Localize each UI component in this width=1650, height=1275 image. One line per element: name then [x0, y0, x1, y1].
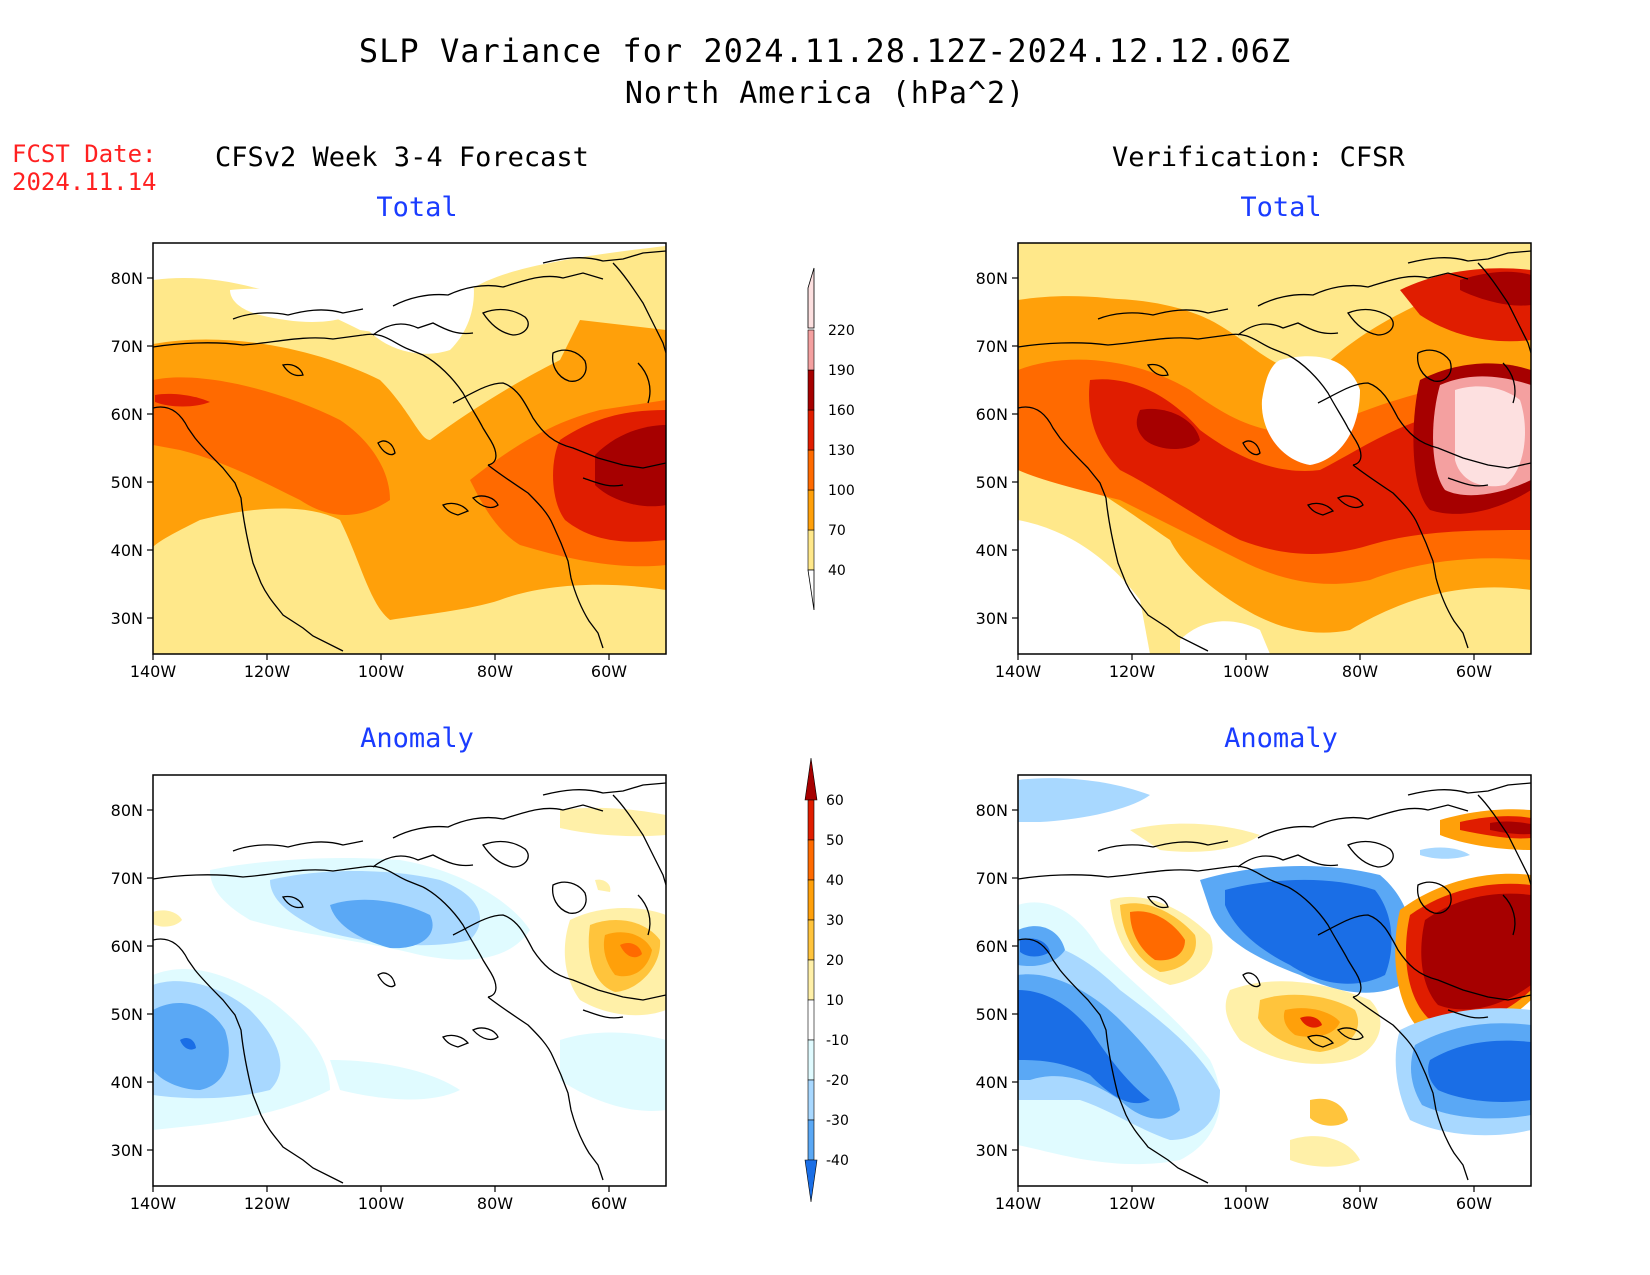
lat-label-forecast-anomaly: 40N [111, 1073, 143, 1092]
frame-forecast-anomaly [152, 774, 667, 1187]
lon-label-forecast-total: 120W [244, 662, 291, 681]
lon-label-forecast-total: 100W [358, 662, 405, 681]
lat-label-forecast-total: 50N [111, 473, 143, 492]
lat-label-verification-anomaly: 50N [976, 1005, 1008, 1024]
colorbar-anomaly-swatch [807, 999, 815, 1041]
colorbar-anomaly-label: 10 [826, 993, 844, 1009]
lon-label-forecast-total: 140W [130, 662, 177, 681]
colorbar-anomaly-swatch [807, 959, 815, 1001]
colorbar-anomaly-label: 40 [826, 873, 844, 889]
colorbar-anomaly-swatch [807, 1119, 815, 1161]
lat-label-verification-total: 80N [976, 269, 1008, 288]
lat-label-forecast-anomaly: 80N [111, 801, 143, 820]
map-forecast-total [153, 243, 666, 654]
lat-label-verification-anomaly: 80N [976, 801, 1008, 820]
lat-label-verification-total: 30N [976, 609, 1008, 628]
lon-label-verification-total: 60W [1456, 662, 1492, 681]
lat-label-verification-anomaly: 70N [976, 869, 1008, 888]
colorbar-anomaly-swatch [807, 839, 815, 881]
lon-label-verification-total: 120W [1109, 662, 1156, 681]
lat-label-verification-anomaly: 30N [976, 1141, 1008, 1160]
lon-label-verification-anomaly: 100W [1223, 1194, 1270, 1213]
lat-label-forecast-anomaly: 60N [111, 937, 143, 956]
lat-label-verification-total: 60N [976, 405, 1008, 424]
lon-label-forecast-anomaly: 100W [358, 1194, 405, 1213]
colorbar-anomaly-label: -10 [826, 1033, 849, 1049]
fcst-date: FCST Date: 2024.11.14 [12, 140, 157, 196]
map-verification-anomaly [1018, 775, 1531, 1186]
lat-label-verification-anomaly: 60N [976, 937, 1008, 956]
colorbar-anomaly-label: -20 [826, 1073, 849, 1089]
panel-title-verification-total: Total [1240, 192, 1322, 223]
lat-label-forecast-total: 60N [111, 405, 143, 424]
lat-label-forecast-total: 70N [111, 337, 143, 356]
forecast-column-header: CFSv2 Week 3-4 Forecast [215, 142, 589, 173]
frame-verification-anomaly [1017, 774, 1532, 1187]
main-subtitle: North America (hPa^2) [624, 76, 1026, 111]
lat-label-forecast-anomaly: 50N [111, 1005, 143, 1024]
lat-label-forecast-total: 30N [111, 609, 143, 628]
colorbar-total-swatch [807, 409, 815, 451]
colorbar-total-swatch [807, 329, 815, 371]
lon-label-verification-anomaly: 60W [1456, 1194, 1492, 1213]
lon-label-forecast-anomaly: 80W [477, 1194, 513, 1213]
lat-label-forecast-total: 80N [111, 269, 143, 288]
colorbar-total-label: 100 [828, 483, 855, 499]
lon-label-forecast-anomaly: 140W [130, 1194, 177, 1213]
colorbar-total-swatch [807, 449, 815, 491]
lon-label-forecast-total: 60W [591, 662, 627, 681]
lat-label-forecast-anomaly: 30N [111, 1141, 143, 1160]
lon-label-verification-anomaly: 80W [1342, 1194, 1378, 1213]
colorbar-anomaly-label: 60 [826, 793, 844, 809]
colorbar-anomaly-label: -40 [826, 1153, 849, 1169]
lon-label-forecast-anomaly: 60W [591, 1194, 627, 1213]
panel-title-forecast-anomaly: Anomaly [360, 723, 474, 754]
lon-label-verification-total: 100W [1223, 662, 1270, 681]
axes-layer: 80N 70N 60N 50N 40N 30N 140W 120W 100W 80W 60W 80N 7… [111, 269, 1493, 1213]
panel-title-forecast-total: Total [376, 192, 458, 223]
colorbar-anomaly-swatch [807, 1039, 815, 1081]
lat-label-forecast-anomaly: 70N [111, 869, 143, 888]
lat-label-verification-total: 50N [976, 473, 1008, 492]
lon-label-forecast-total: 80W [477, 662, 513, 681]
colorbar-anomaly-label: 50 [826, 833, 844, 849]
lat-label-verification-total: 40N [976, 541, 1008, 560]
colorbar-total-swatch [807, 529, 815, 571]
map-forecast-anomaly [153, 775, 666, 1186]
colorbar-total: 40 70 100 130 160 190 220 [807, 267, 855, 611]
frame-forecast-total [152, 242, 667, 655]
lon-label-forecast-anomaly: 120W [244, 1194, 291, 1213]
colorbar-anomaly-swatch [807, 879, 815, 921]
colorbar-total-swatch [807, 369, 815, 411]
panel-title-verification-anomaly: Anomaly [1224, 723, 1338, 754]
lat-label-verification-total: 70N [976, 337, 1008, 356]
lon-label-verification-total: 140W [995, 662, 1042, 681]
lat-label-verification-anomaly: 40N [976, 1073, 1008, 1092]
colorbar-total-label: 40 [828, 563, 846, 579]
colorbar-anomaly-swatch [807, 799, 815, 841]
colorbar-total-label: 190 [828, 363, 855, 379]
colorbar-anomaly-swatch [807, 1079, 815, 1121]
colorbar-anomaly: 60 50 40 30 20 10 -10 -20 -30 -40 [804, 757, 849, 1203]
colorbar-total-label: 160 [828, 403, 855, 419]
lon-label-verification-anomaly: 120W [1109, 1194, 1156, 1213]
colorbar-total-label: 220 [828, 323, 855, 339]
colorbar-anomaly-label: -30 [826, 1113, 849, 1129]
colorbar-total-label: 70 [828, 523, 846, 539]
colorbar-anomaly-swatch [807, 919, 815, 961]
colorbar-anomaly-label: 30 [826, 913, 844, 929]
fcst-date-value: 2024.11.14 [12, 168, 157, 196]
colorbar-anomaly-label: 20 [826, 953, 844, 969]
main-title: SLP Variance for 2024.11.28.12Z-2024.12.… [358, 32, 1292, 70]
verification-column-header: Verification: CFSR [1112, 142, 1405, 173]
lon-label-verification-anomaly: 140W [995, 1194, 1042, 1213]
lat-label-forecast-total: 40N [111, 541, 143, 560]
colorbar-total-swatch [807, 489, 815, 531]
map-verification-total [1018, 243, 1531, 654]
fcst-date-label: FCST Date: [12, 140, 157, 168]
lon-label-verification-total: 80W [1342, 662, 1378, 681]
colorbar-total-label: 130 [828, 443, 855, 459]
frame-verification-total [1017, 242, 1532, 655]
